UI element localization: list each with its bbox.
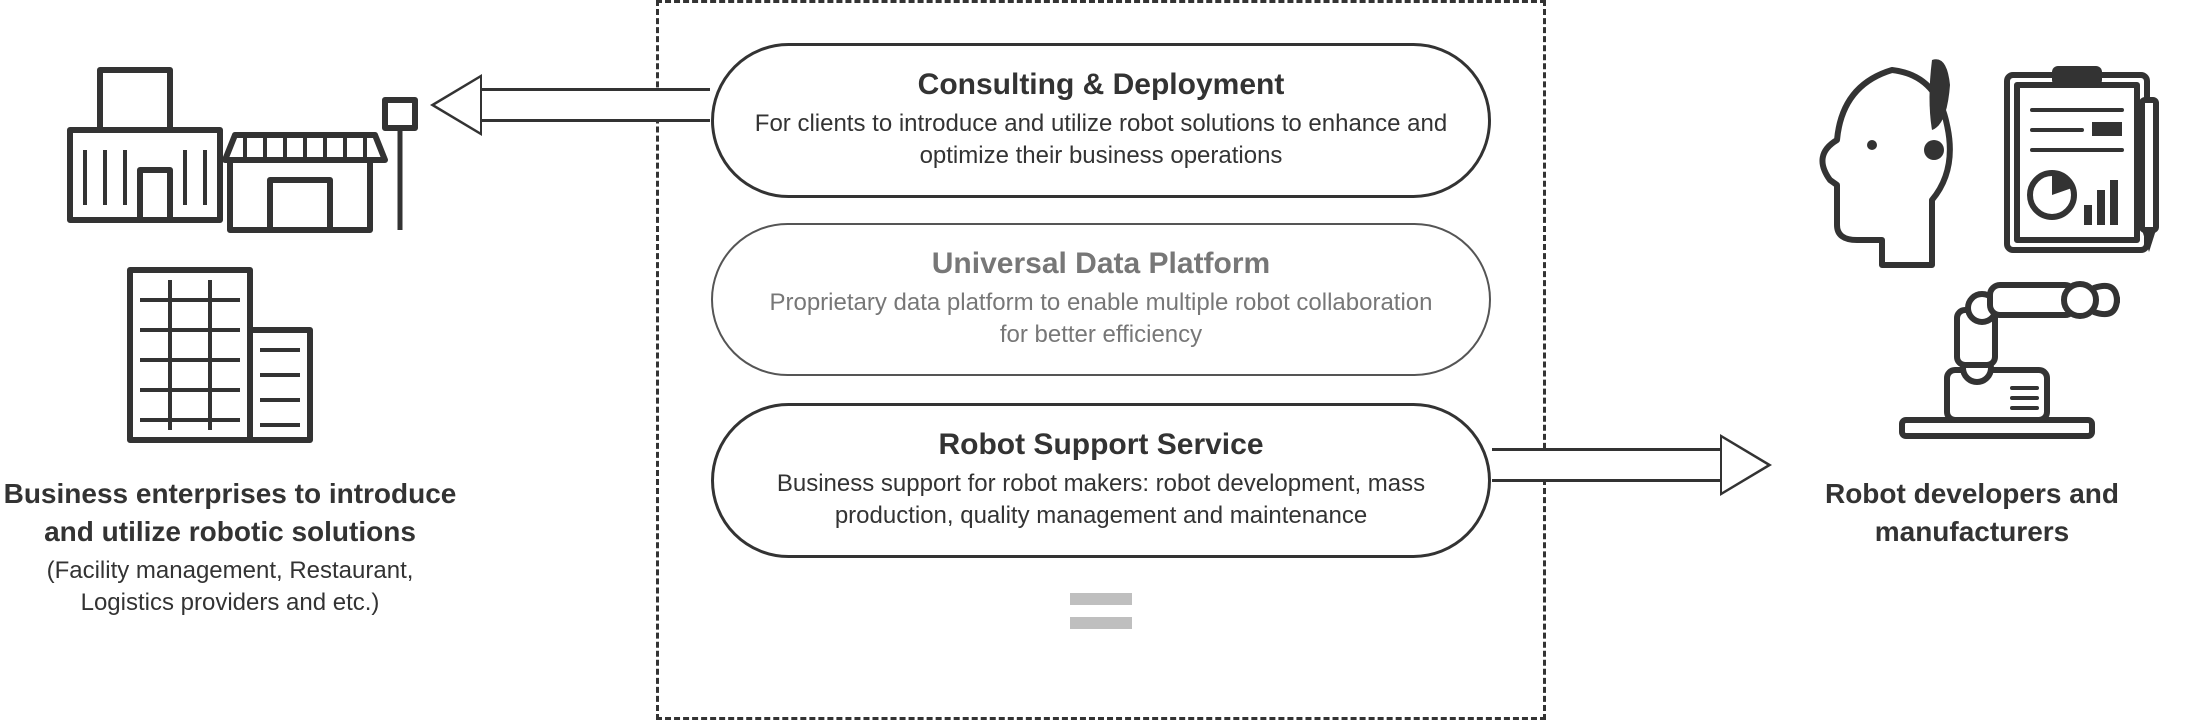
developers-icon [1782,30,2162,450]
arrow-right [1492,440,1772,490]
center-panel: Consulting & Deployment For clients to i… [656,0,1546,720]
pill-platform-desc: Proprietary data platform to enable mult… [753,287,1449,352]
left-caption-subtitle: (Facility management, Restaurant, Logist… [0,555,460,620]
pill-platform-title: Universal Data Platform [753,247,1449,281]
pill-platform: Universal Data Platform Proprietary data… [711,223,1491,376]
arrow-left [430,80,710,130]
pill-support-desc: Business support for robot makers: robot… [754,468,1448,533]
right-caption-title: Robot developers and manufacturers [1742,475,2202,551]
pill-consulting-desc: For clients to introduce and utilize rob… [754,108,1448,173]
pill-consulting-title: Consulting & Deployment [754,68,1448,102]
left-caption-title: Business enterprises to introduce and ut… [0,475,460,551]
pill-support: Robot Support Service Business support f… [711,403,1491,558]
right-column: Robot developers and manufacturers [1742,30,2202,551]
pill-support-title: Robot Support Service [754,428,1448,462]
buildings-icon [40,30,420,450]
left-column: Business enterprises to introduce and ut… [0,30,460,619]
pill-consulting: Consulting & Deployment For clients to i… [711,43,1491,198]
equals-icon [1070,593,1132,641]
